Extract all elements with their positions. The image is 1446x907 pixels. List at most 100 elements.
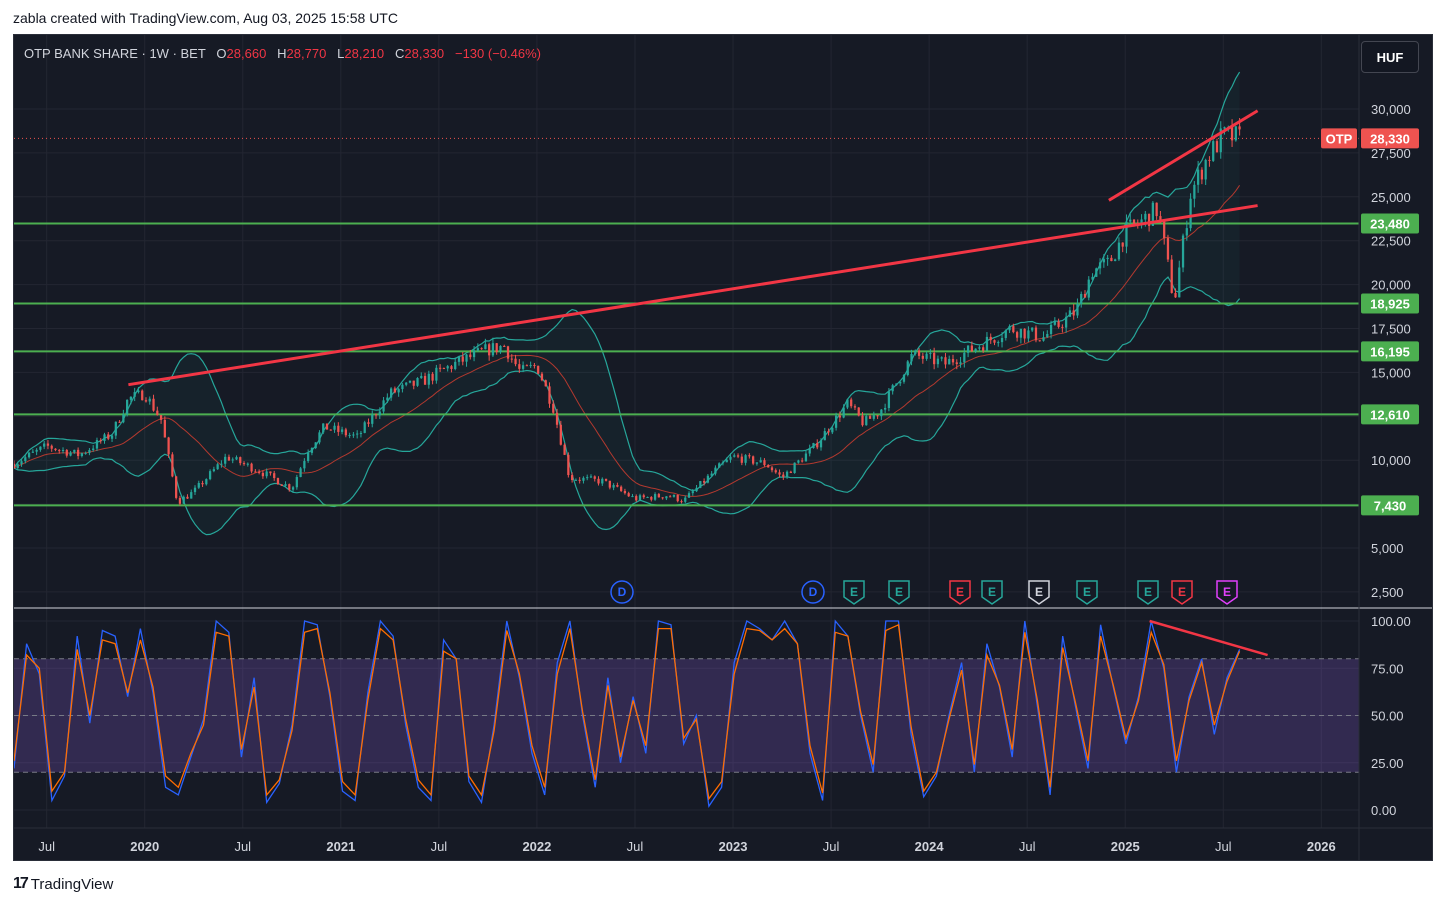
candle-body (431, 373, 434, 381)
candle-body (710, 473, 713, 476)
stoch-divergence-line[interactable] (1149, 619, 1268, 657)
earnings-marker[interactable] (843, 580, 865, 605)
chart-panel[interactable]: D D E E E E E E E E E Jul 2020 Jul 2021 Jul 2022 Jul 2023… (13, 34, 1433, 861)
dividend-marker[interactable] (610, 580, 634, 604)
candle-body (1230, 126, 1234, 141)
candle-body (1125, 221, 1128, 247)
earnings-marker[interactable] (1076, 580, 1098, 605)
candle-body (457, 356, 461, 362)
trendline[interactable] (128, 204, 1258, 387)
currency-button[interactable]: HUF (1361, 41, 1419, 73)
candle-body (838, 415, 842, 418)
candle-body (371, 414, 374, 424)
earnings-marker[interactable] (1216, 580, 1238, 605)
earnings-marker[interactable] (888, 580, 910, 605)
tradingview-logo[interactable]: 17 TradingView (13, 875, 113, 893)
candle-body (1095, 268, 1098, 277)
candle-body (423, 375, 427, 385)
earnings-marker[interactable] (981, 580, 1003, 605)
candle-body (405, 382, 408, 385)
candle-body (1189, 198, 1192, 229)
candle-body (872, 415, 875, 419)
candle-body (359, 432, 363, 434)
candle-body (43, 443, 46, 447)
y-tick-label: 2,500 (1371, 585, 1404, 600)
candle-body (118, 421, 121, 423)
candle-body (488, 344, 491, 356)
candle-body (480, 348, 483, 350)
candle-body (638, 495, 642, 501)
candle-body (589, 476, 593, 478)
candle-body (1019, 328, 1023, 338)
candle-body (1170, 259, 1173, 293)
candle-body (73, 449, 76, 453)
candle-body (646, 496, 649, 498)
y-tick-label: 15,000 (1371, 365, 1411, 380)
candle-body (20, 461, 23, 465)
event-marker-label: D (618, 585, 627, 599)
candle-body (819, 440, 823, 448)
candle-body (876, 415, 879, 417)
candle-body (902, 375, 906, 382)
candle-body (141, 390, 144, 401)
candle-body (951, 358, 955, 363)
candle-body (1174, 292, 1177, 298)
candle-body (1087, 279, 1090, 298)
candle-body (284, 484, 287, 486)
candle-body (1008, 326, 1011, 331)
candle-body (1065, 316, 1068, 328)
level-price-label: 18,925 (1370, 296, 1410, 311)
candle-body (1080, 293, 1083, 304)
earnings-marker[interactable] (949, 580, 971, 605)
candle-body (721, 462, 725, 464)
event-marker-label: E (1178, 585, 1186, 599)
candle-body (883, 407, 887, 410)
earnings-marker[interactable] (1137, 580, 1159, 605)
candle-body (1068, 310, 1072, 317)
candle-body (891, 385, 894, 392)
candle-body (254, 471, 257, 473)
close-value: 28,330 (404, 46, 445, 61)
candle-body (58, 450, 61, 452)
candle-body (99, 440, 102, 442)
earnings-marker[interactable] (1028, 580, 1050, 605)
candle-body (114, 421, 117, 436)
candle-body (970, 345, 973, 352)
candle-body (461, 356, 464, 362)
stochastic-pane[interactable] (14, 619, 1359, 808)
candle-body (963, 352, 966, 363)
candle-body (389, 388, 393, 398)
candle-body (491, 343, 495, 356)
candle-body (1234, 126, 1237, 141)
event-marker-label: E (988, 585, 996, 599)
candle-body (657, 494, 660, 498)
y-tick-label: 22,500 (1371, 234, 1411, 249)
candle-body (427, 373, 430, 385)
candle-body (706, 475, 710, 483)
candle-body (586, 477, 589, 479)
candle-body (1076, 303, 1079, 316)
candle-body (752, 456, 755, 464)
candle-body (868, 416, 872, 419)
candle-body (265, 471, 268, 477)
x-tick-label: 2022 (522, 839, 551, 854)
candle-body (333, 425, 336, 430)
candle-body (144, 400, 148, 402)
candle-body (770, 467, 774, 471)
candle-body (495, 343, 498, 353)
candle-body (291, 487, 295, 490)
candle-body (295, 477, 298, 488)
candle-body (242, 463, 246, 465)
earnings-marker[interactable] (1171, 580, 1193, 605)
candle-body (816, 443, 819, 448)
dividend-marker[interactable] (801, 580, 825, 604)
level-price-label: 12,610 (1370, 407, 1410, 422)
chart-canvas[interactable]: D D E E E E E E E E E Jul 2020 Jul 2021 Jul 2022 Jul 2023… (14, 35, 1432, 860)
candle-body (393, 388, 397, 393)
candle-body (702, 481, 706, 483)
candle-body (982, 347, 985, 351)
candle-body (356, 433, 359, 435)
bollinger-band-fill (14, 72, 1240, 535)
trendline[interactable] (1108, 109, 1259, 202)
